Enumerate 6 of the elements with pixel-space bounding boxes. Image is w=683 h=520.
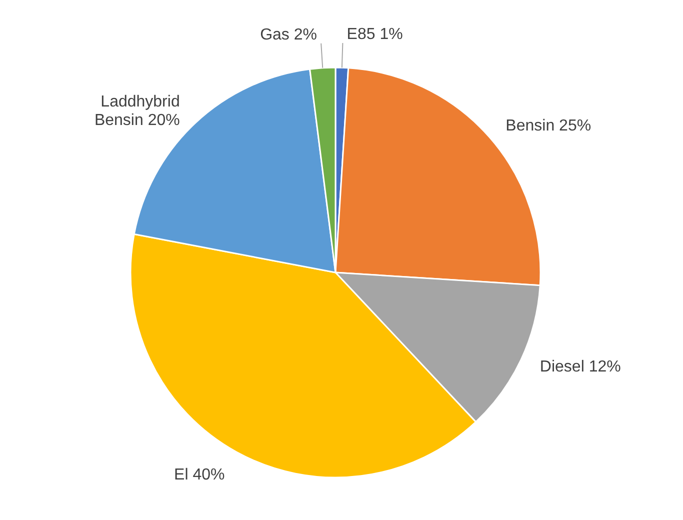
slice-label: Bensin 25%: [506, 118, 592, 135]
slice-label: Laddhybrid Bensin 20%: [94, 93, 180, 129]
slice-label: El 40%: [174, 466, 225, 484]
slice-label: Diesel 12%: [540, 358, 621, 376]
slice-label: E85 1%: [346, 26, 403, 44]
slice-label: Gas 2%: [260, 26, 317, 44]
